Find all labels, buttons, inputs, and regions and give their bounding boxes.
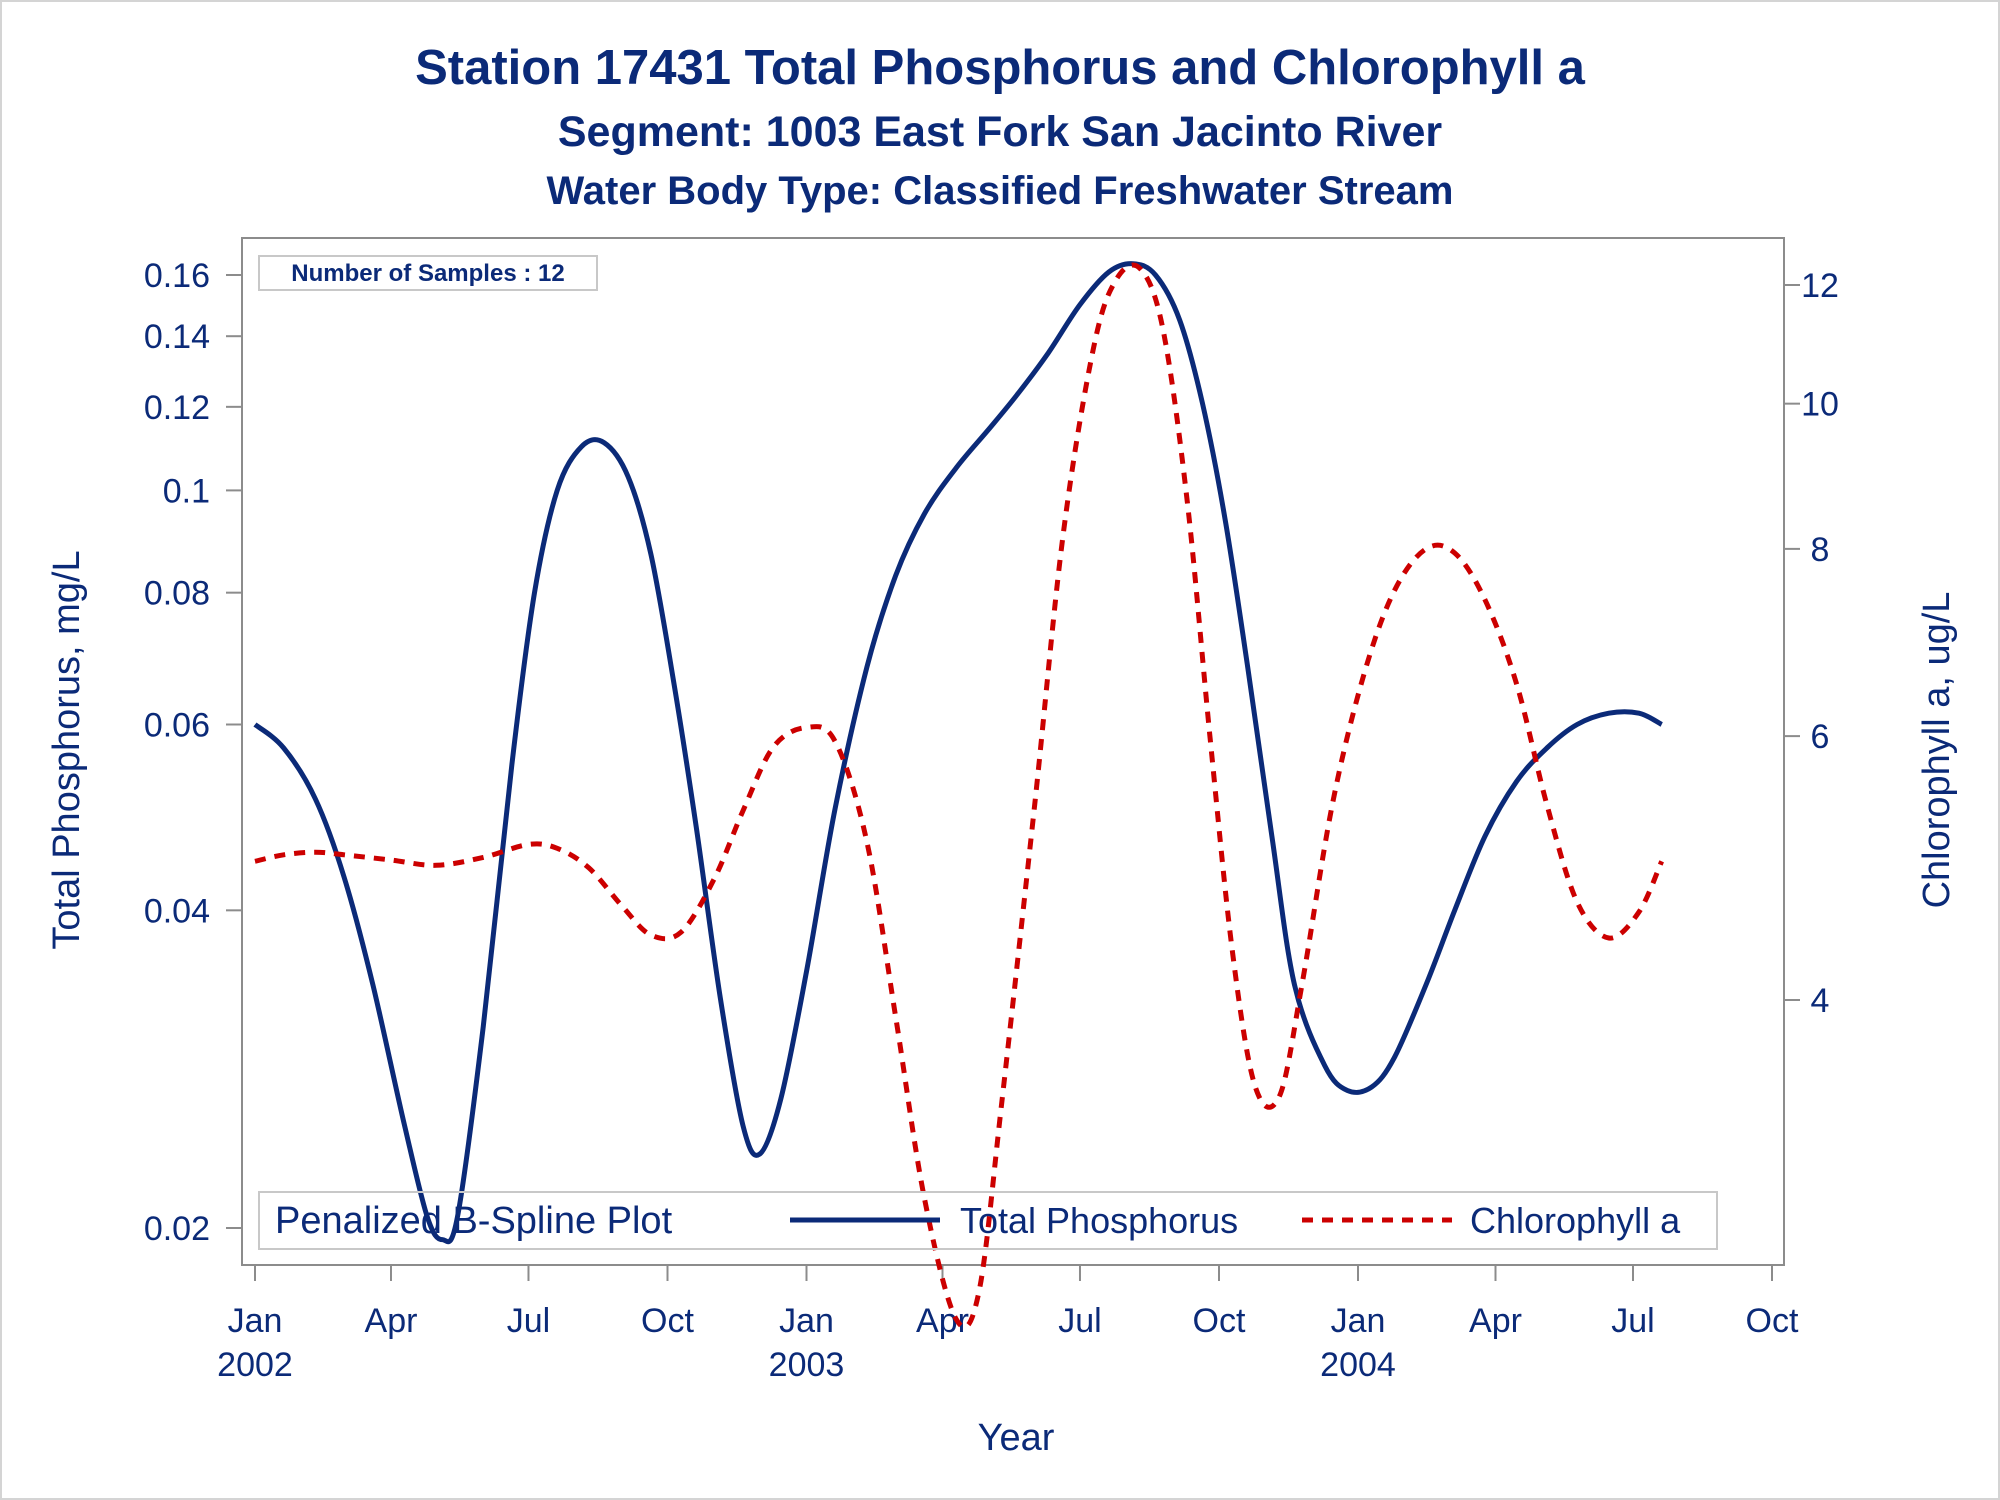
- y-axis-left-label: Total Phosphorus, mg/L: [46, 550, 88, 949]
- legend-box: [258, 1191, 1718, 1250]
- samples-box: [258, 255, 598, 291]
- y-left-tick-label: 0.04: [144, 892, 210, 930]
- y-right-tick-label: 8: [1811, 531, 1830, 569]
- legend-label-chlorophyll: Chlorophyll a: [1470, 1200, 1681, 1241]
- x-tick-month-label: Apr: [1469, 1302, 1522, 1340]
- x-tick-month-label: Jan: [1331, 1302, 1386, 1340]
- chart-subtitle-segment: Segment: 1003 East Fork San Jacinto Rive…: [557, 108, 1443, 156]
- x-axis-label: Year: [978, 1417, 1055, 1459]
- y-right-tick-label: 10: [1801, 386, 1839, 424]
- x-tick-month-label: Oct: [1746, 1302, 1799, 1340]
- y-left-tick-label: 0.02: [144, 1210, 210, 1248]
- y-left-tick-label: 0.14: [144, 318, 210, 356]
- chart-title: Station 17431 Total Phosphorus and Chlor…: [415, 41, 1585, 95]
- plot-area-border: [241, 237, 1785, 1266]
- y-left-tick-label: 0.16: [144, 257, 210, 295]
- x-tick-month-label: Jan: [779, 1302, 834, 1340]
- series-layer: [253, 261, 1664, 1330]
- y-left-tick-label: 0.12: [144, 389, 210, 427]
- bottom-axis: Jan 2002 Apr Jul Oct Jan 2003 Apr Jul Oct Jan 2004 A…: [217, 1265, 1799, 1384]
- x-tick-year-label: 2002: [217, 1346, 293, 1384]
- x-tick-year-label: 2004: [1320, 1346, 1396, 1384]
- x-tick-month-label: Oct: [641, 1302, 694, 1340]
- series-line-chlorophyll-a: [254, 262, 1664, 1330]
- x-tick-month-label: Jan: [228, 1302, 283, 1340]
- y-right-tick-label: 12: [1801, 267, 1839, 305]
- legend-label-phosphorus: Total Phosphorus: [960, 1200, 1238, 1241]
- y-left-tick-label: 0.1: [163, 472, 210, 510]
- series-line-total-phosphorus: [253, 261, 1663, 1245]
- x-tick-month-label: Jul: [1611, 1302, 1654, 1340]
- samples-label: Number of Samples : 12: [291, 260, 564, 287]
- x-tick-year-label: 2003: [769, 1346, 845, 1384]
- x-tick-month-label: Jul: [1058, 1302, 1101, 1340]
- right-axis: 4 6 8 10 12: [1784, 267, 1839, 1020]
- x-tick-month-label: Oct: [1193, 1302, 1246, 1340]
- y-axis-right-label: Chlorophyll a, ug/L: [1916, 592, 1958, 909]
- legend-title: Penalized B-Spline Plot: [275, 1200, 673, 1242]
- x-tick-month-label: Apr: [365, 1302, 418, 1340]
- x-tick-month-label: Jul: [507, 1302, 550, 1340]
- left-axis: 0.02 0.04 0.06 0.08 0.1 0.12 0.14 0.16: [144, 257, 242, 1248]
- chart-subtitle-waterbody: Water Body Type: Classified Freshwater S…: [546, 169, 1454, 213]
- y-right-tick-label: 4: [1811, 982, 1830, 1020]
- x-tick-month-label: Apr: [916, 1302, 969, 1340]
- y-right-tick-label: 6: [1811, 718, 1830, 756]
- y-left-tick-label: 0.08: [144, 575, 210, 613]
- y-left-tick-label: 0.06: [144, 707, 210, 745]
